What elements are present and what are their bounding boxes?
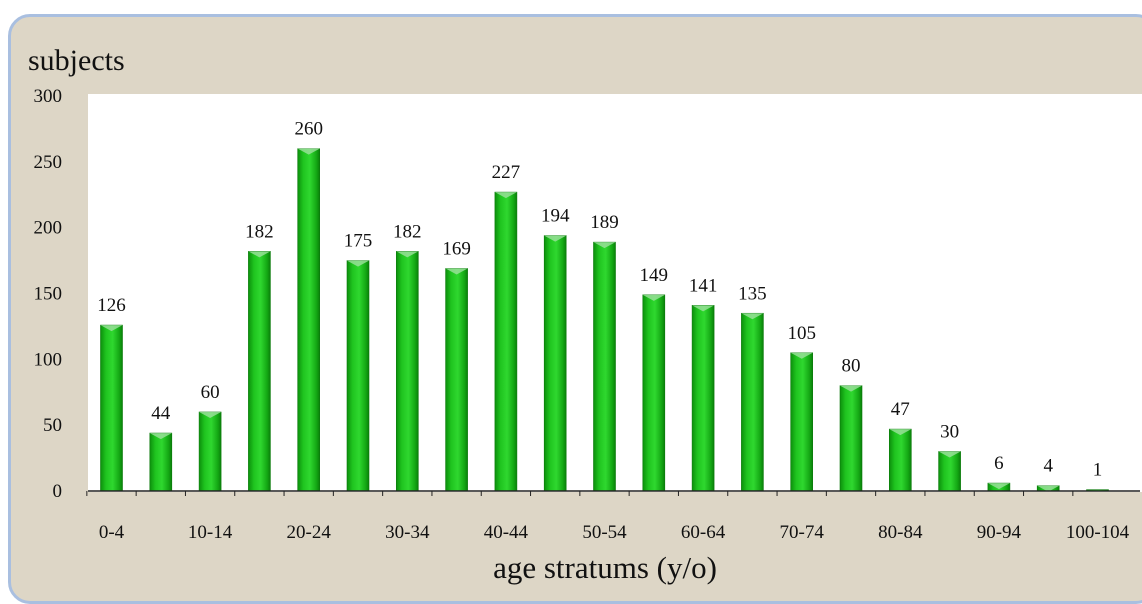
bar xyxy=(593,241,616,492)
bar xyxy=(691,305,715,492)
bar-cap xyxy=(889,429,912,436)
y-tick-label: 50 xyxy=(43,415,62,436)
bar xyxy=(395,251,419,492)
bar-value-label: 44 xyxy=(151,403,171,424)
y-tick-label: 0 xyxy=(53,481,63,502)
bar-cap xyxy=(840,385,862,392)
bar-cap xyxy=(396,251,419,258)
x-axis-title: age stratums (y/o) xyxy=(493,550,717,585)
bar-cap xyxy=(100,325,123,332)
bar xyxy=(198,411,222,492)
x-tick-label: 70-74 xyxy=(780,522,825,543)
bar-cap xyxy=(544,235,567,242)
bar xyxy=(642,294,666,492)
bar-cap xyxy=(987,483,1010,490)
bar-cap xyxy=(149,433,172,440)
y-axis: 0 50 100 150 200 250 300 xyxy=(34,86,63,502)
bar-value-label: 227 xyxy=(492,162,521,183)
bar xyxy=(494,191,518,492)
bar-value-label: 60 xyxy=(201,382,220,403)
bar-cap xyxy=(1037,485,1060,492)
x-axis: 0-4 10-14 20-24 30-34 40-44 50-54 60-64 70-74 80… xyxy=(86,490,1140,543)
x-tick-label: 20-24 xyxy=(287,522,332,543)
y-tick-label: 200 xyxy=(34,218,63,239)
bar-cap xyxy=(297,148,320,155)
bar-value-label: 182 xyxy=(393,221,422,242)
bar-cap xyxy=(248,251,271,258)
bar xyxy=(839,385,863,492)
bar-cap xyxy=(938,451,961,458)
bar xyxy=(741,312,764,492)
bar xyxy=(888,428,912,492)
x-tick-label: 40-44 xyxy=(484,522,529,543)
bar-value-label: 1 xyxy=(1093,460,1103,481)
bar xyxy=(790,352,814,492)
bar-value-label: 175 xyxy=(344,231,373,252)
bar-value-label: 169 xyxy=(442,238,471,259)
x-tick-label: 10-14 xyxy=(188,522,233,543)
bar-value-label: 182 xyxy=(245,221,274,242)
x-tick-label: 30-34 xyxy=(385,522,430,543)
bar-cap xyxy=(741,313,764,320)
bar xyxy=(100,324,123,492)
bar-value-label: 80 xyxy=(842,356,861,377)
bar-cap xyxy=(642,294,665,301)
bar-cap xyxy=(790,352,813,359)
bar-value-label: 4 xyxy=(1043,456,1053,477)
bar-cap xyxy=(494,192,517,199)
bar-value-label: 105 xyxy=(787,323,816,344)
bar xyxy=(543,235,567,492)
bar-cap xyxy=(445,268,468,275)
bar-value-label: 149 xyxy=(640,265,669,286)
bar-value-label: 260 xyxy=(294,119,323,140)
bar xyxy=(346,260,370,492)
bar-cap xyxy=(593,242,616,249)
bar-value-label: 47 xyxy=(891,399,910,420)
y-tick-label: 100 xyxy=(34,349,63,370)
bar xyxy=(149,432,173,492)
y-axis-title: subjects xyxy=(28,44,125,77)
x-tick-label: 50-54 xyxy=(582,522,627,543)
bar-value-label: 126 xyxy=(97,295,126,316)
x-tick-label: 0-4 xyxy=(99,522,125,543)
bar xyxy=(445,268,468,492)
bar-cap xyxy=(692,305,715,312)
bar-cap xyxy=(199,412,222,418)
bar-value-label: 189 xyxy=(590,212,619,233)
bar-value-label: 135 xyxy=(738,283,767,304)
x-tick-label: 80-84 xyxy=(878,522,923,543)
y-tick-label: 150 xyxy=(34,284,63,305)
x-tick-label: 60-64 xyxy=(681,522,726,543)
bar-value-label: 194 xyxy=(541,206,570,227)
bar-value-label: 141 xyxy=(689,275,718,296)
x-tick-label: 100-104 xyxy=(1066,522,1130,543)
bar-value-label: 30 xyxy=(940,422,959,443)
bar-value-label: 6 xyxy=(994,453,1004,474)
y-tick-label: 300 xyxy=(34,86,63,107)
bars-group: 126 44 60 182 260 175 182 169 227 194 189 149 141 135… xyxy=(97,119,1109,492)
x-tick-label: 90-94 xyxy=(977,522,1022,543)
y-tick-label: 250 xyxy=(34,152,63,173)
bar-cap xyxy=(347,260,369,267)
bar xyxy=(248,251,271,492)
bar xyxy=(297,148,321,492)
